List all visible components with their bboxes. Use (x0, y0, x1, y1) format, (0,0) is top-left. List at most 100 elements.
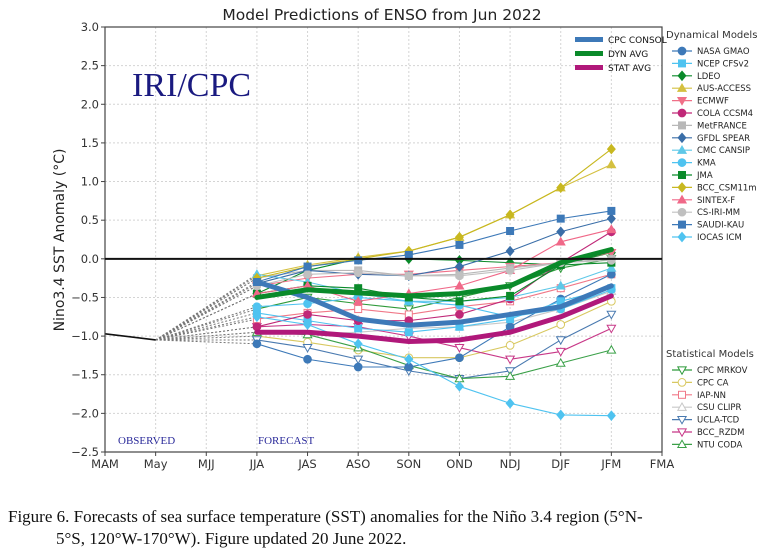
legend-dyn-title: Dynamical Models (666, 30, 757, 41)
dyn-model-point (404, 328, 413, 337)
legend-marker (678, 390, 686, 399)
dyn-model-point (556, 214, 565, 223)
connector-line (155, 283, 258, 341)
dyn-model-point (252, 302, 262, 312)
x-tick-label: JJA (249, 457, 265, 471)
dyn-model-line (256, 316, 612, 417)
legend-marker (676, 144, 688, 154)
dyn-model-point (506, 291, 515, 300)
dyn-model-point (303, 310, 312, 319)
dyn-model-line (256, 273, 612, 368)
dyn-model-point (505, 266, 515, 275)
connector-line (155, 293, 258, 341)
dyn-model-point (606, 143, 616, 155)
connector-line (155, 281, 258, 341)
dyn-model-point (353, 268, 363, 278)
legend-label: KMA (697, 159, 716, 169)
legend-label: BCC_RZDM (697, 428, 744, 438)
legend-label: CS-IRI-MM (697, 208, 740, 218)
dyn-model-series (252, 206, 616, 286)
legend-marker (678, 171, 686, 179)
dyn-model-line (256, 210, 612, 283)
dyn-model-point (455, 240, 464, 249)
dyn-model-point (252, 339, 262, 349)
legend-label: COLA CCSM4 (697, 109, 753, 119)
x-tick-label: ASO (346, 457, 370, 471)
dyn-model-point (505, 245, 515, 257)
stat-model-point (556, 320, 566, 329)
y-tick-label: 1.0 (81, 175, 99, 189)
plot-frame (104, 26, 663, 453)
dyn-model-point (252, 322, 262, 332)
x-tick-label: JFM (600, 457, 621, 471)
connector-line (155, 273, 258, 341)
dyn-model-point (455, 297, 464, 306)
legend-label: DYN AVG (608, 50, 648, 60)
legend-marker (676, 415, 688, 425)
dyn-model-point (505, 397, 515, 409)
legend-label: JMA (696, 171, 713, 181)
y-tick-label: 2.5 (81, 59, 99, 73)
stat-model-point (302, 344, 313, 353)
dyn-model-point (556, 409, 566, 421)
dyn-model-point (505, 209, 515, 221)
dyn-model-line (256, 218, 612, 285)
y-tick-label: −2.5 (71, 445, 99, 459)
y-tick-label: −0.5 (71, 290, 99, 304)
dyn-model-point (303, 262, 312, 271)
dyn-model-point (454, 380, 464, 392)
forecast-label: FORECAST (258, 435, 315, 447)
chart-title: Model Predictions of ENSO from Jun 2022 (222, 6, 541, 24)
stat-model-point (403, 305, 414, 315)
legend-marker (678, 121, 686, 130)
legend-label: NASA GMAO (697, 47, 750, 57)
legend-marker (677, 70, 687, 82)
legend-label: LDEO (697, 72, 721, 82)
legend-marker (677, 378, 687, 387)
legend-swatch (575, 37, 603, 42)
legend-marker (677, 158, 687, 167)
connector-line (155, 318, 258, 341)
stat-model-point (555, 336, 566, 346)
stat-model-point (454, 344, 465, 353)
stat-model-point (606, 344, 617, 354)
stat-model-point (354, 305, 363, 314)
legend-swatch (575, 65, 603, 70)
stat-model-point (606, 310, 617, 320)
dyn-model-point (354, 324, 363, 333)
y-tick-label: −1.5 (71, 368, 99, 382)
legend-marker (677, 182, 687, 193)
dyn-model-point (455, 271, 464, 281)
connector-line (155, 331, 257, 341)
x-tick-label: SON (396, 457, 421, 471)
dyn-model-line (256, 267, 612, 302)
stat-model-line (256, 273, 612, 320)
legend-marker (677, 132, 687, 144)
dyn-model-point (404, 250, 413, 259)
legend-marker (676, 428, 688, 438)
connector-line (155, 339, 257, 345)
dyn-model-point (555, 236, 566, 246)
dyn-model-point (404, 353, 414, 365)
dyn-model-point (353, 296, 364, 305)
legend-label: CSU CLIPR (697, 403, 742, 413)
stat-model-line (256, 331, 612, 380)
legend-marker (676, 366, 688, 376)
connector-line (155, 335, 257, 341)
legend-label: CPC MRKOV (697, 366, 748, 376)
legend: CPC CONSOL DYN AVG STAT AVG Dynamical Model… (575, 30, 757, 450)
dyn-model-point (303, 354, 312, 364)
x-tick-label: NDJ (500, 457, 521, 471)
legend-label: SAUDI-KAU (697, 221, 744, 231)
dyn-model-point (555, 280, 566, 290)
stat-model-line (256, 300, 612, 359)
dyn-model-point (353, 362, 363, 372)
legend-label: GFDL SPEAR (697, 134, 750, 144)
observed-line (104, 332, 156, 341)
legend-label: STAT AVG (608, 64, 651, 74)
dyn-model-point (606, 224, 617, 234)
legend-label: AUS-ACCESS (697, 84, 751, 94)
dyn-model-point (455, 310, 464, 319)
dyn-model-series (252, 311, 616, 422)
dyn-model-point (252, 311, 262, 323)
